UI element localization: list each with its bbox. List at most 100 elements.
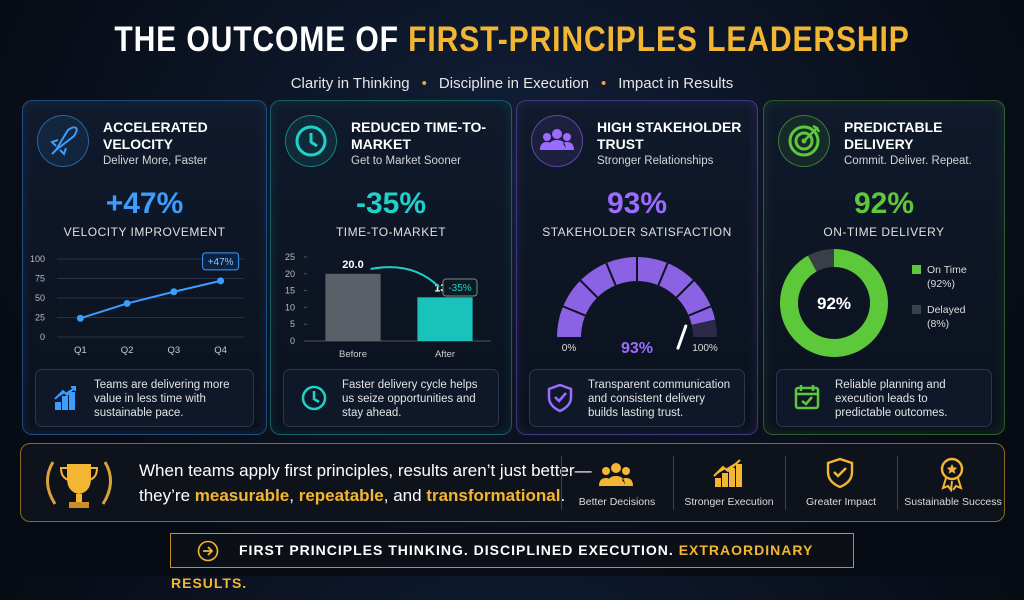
title-gold: FIRST-PRINCIPLES LEADERSHIP <box>408 20 910 59</box>
tagline: Clarity in Thinking • Discipline in Execut… <box>290 75 734 92</box>
metric-label: ON-TIME DELIVERY <box>823 225 945 239</box>
card: REDUCED TIME-TO-MARKET Get to Market Soon… <box>270 100 512 435</box>
trophy-icon <box>46 461 112 508</box>
y-tick-label: 0 <box>40 332 45 342</box>
metric: -35% <box>355 187 427 220</box>
note-icon <box>547 383 573 413</box>
card-subtitle: Deliver More, Faster <box>103 155 208 167</box>
y-tick-label: 25 <box>285 252 295 262</box>
title: THE OUTCOME OF FIRST-PRINCIPLES LEADERSH… <box>72 20 953 60</box>
statement-part: measurable <box>194 486 290 505</box>
icon <box>713 459 742 487</box>
divider <box>673 456 674 510</box>
x-tick-label: Q4 <box>214 345 227 356</box>
annotation: +47% <box>208 257 234 268</box>
statement-part: . <box>560 486 566 505</box>
footer-text: FIRST PRINCIPLES THINKING. DISCIPLINED E… <box>239 542 674 558</box>
note-text: Reliable planning and execution leads to… <box>835 379 948 419</box>
legend-value: (8%) <box>927 318 949 330</box>
icon <box>50 126 78 156</box>
footer: FIRST PRINCIPLES THINKING. DISCIPLINED E… <box>170 533 854 591</box>
gauge-divider <box>562 305 586 317</box>
pillar-icon <box>820 456 860 492</box>
note: Transparent communication and consistent… <box>529 369 745 427</box>
annotation-box <box>202 252 240 271</box>
chart: 0 25 50 75 100 Q1 Q2 Q3 Q4 +47% <box>30 252 244 356</box>
x-tick-label: Q1 <box>74 345 87 356</box>
pillar-icon <box>932 456 972 493</box>
bar <box>417 297 473 341</box>
annotation: -35% <box>448 283 471 294</box>
y-tick-label: 50 <box>35 293 45 303</box>
gauge-fill <box>557 257 716 337</box>
gauge-value: 93% <box>621 340 653 357</box>
divider <box>561 456 562 510</box>
divider <box>897 456 898 510</box>
tagline-item: Discipline in Execution <box>438 75 589 92</box>
card: ACCELERATED VELOCITY Deliver More, Faster… <box>22 100 267 435</box>
card-subtitle: Get to Market Sooner <box>351 155 461 167</box>
needle <box>676 324 688 350</box>
y-tick-label: 10 <box>285 302 295 312</box>
card: PREDICTABLE DELIVERY Commit. Deliver. Rep… <box>763 100 1005 435</box>
note: Teams are delivering more value in less … <box>35 369 254 427</box>
chart: 93% 0% 100% <box>557 257 718 357</box>
legend-value: (92%) <box>927 278 955 290</box>
point <box>123 299 131 307</box>
x-tick-label: Q2 <box>121 345 134 356</box>
icon <box>826 457 854 489</box>
chart: On Time (92%) Delayed (8%) 92% <box>780 249 967 357</box>
y-tick-label: 75 <box>35 274 45 284</box>
metric: 92% <box>853 187 915 220</box>
y-tick-label: 15 <box>285 286 295 296</box>
gauge-divider <box>605 262 617 286</box>
pillar-label: Sustainable Success <box>904 496 1002 508</box>
tick-label: 100% <box>692 343 718 354</box>
metric-label: STAKEHOLDER SATISFACTION <box>542 225 732 239</box>
legend-swatch <box>912 265 921 274</box>
metric-label: TIME-TO-MARKET <box>335 225 447 239</box>
statement-part: they’re <box>139 486 195 505</box>
card-icon <box>531 115 583 167</box>
card-title: HIGH STAKEHOLDER TRUST <box>597 119 742 152</box>
point <box>217 277 225 285</box>
arrow <box>370 266 440 288</box>
note: Faster delivery cycle helps us seize opp… <box>283 369 499 427</box>
donut-slice <box>780 249 888 357</box>
tagline-item: Impact in Results <box>618 75 734 92</box>
card-title: PREDICTABLE DELIVERY <box>844 119 943 152</box>
note: Reliable planning and execution leads to… <box>776 369 992 427</box>
statement-part: transformational <box>426 486 561 505</box>
title-white: THE OUTCOME OF <box>114 20 399 59</box>
donut-slice <box>807 249 834 272</box>
card-title: ACCELERATED VELOCITY <box>103 119 208 152</box>
point <box>76 314 84 322</box>
pillar-label: Better Decisions <box>578 496 656 508</box>
metric-label: VELOCITY IMPROVEMENT <box>63 225 226 239</box>
y-tick-label: 25 <box>35 313 45 323</box>
metric: +47% <box>105 187 184 220</box>
statement-part: , and <box>383 486 427 505</box>
y-tick-label: 5 <box>290 319 295 329</box>
line <box>80 279 221 320</box>
note-icon <box>54 386 76 410</box>
icon <box>540 129 574 150</box>
banner: When teams apply first principles, resul… <box>20 443 1005 522</box>
note-text: Teams are delivering more value in less … <box>94 379 230 419</box>
card-icon <box>37 115 89 167</box>
arrow-icon <box>197 540 219 562</box>
card-subtitle: Commit. Deliver. Repeat. <box>844 155 972 167</box>
metric: 93% <box>606 187 668 220</box>
point <box>170 288 178 296</box>
tagline-item: Clarity in Thinking <box>290 75 410 92</box>
divider <box>785 456 786 510</box>
legend-swatch <box>912 305 921 314</box>
statement-part: , <box>289 486 299 505</box>
card-icon <box>778 115 830 167</box>
gauge-divider <box>579 279 599 299</box>
statement: When teams apply first principles, resul… <box>139 458 592 508</box>
pillar-label: Stronger Execution <box>684 496 774 508</box>
y-tick-label: 0 <box>290 336 295 346</box>
